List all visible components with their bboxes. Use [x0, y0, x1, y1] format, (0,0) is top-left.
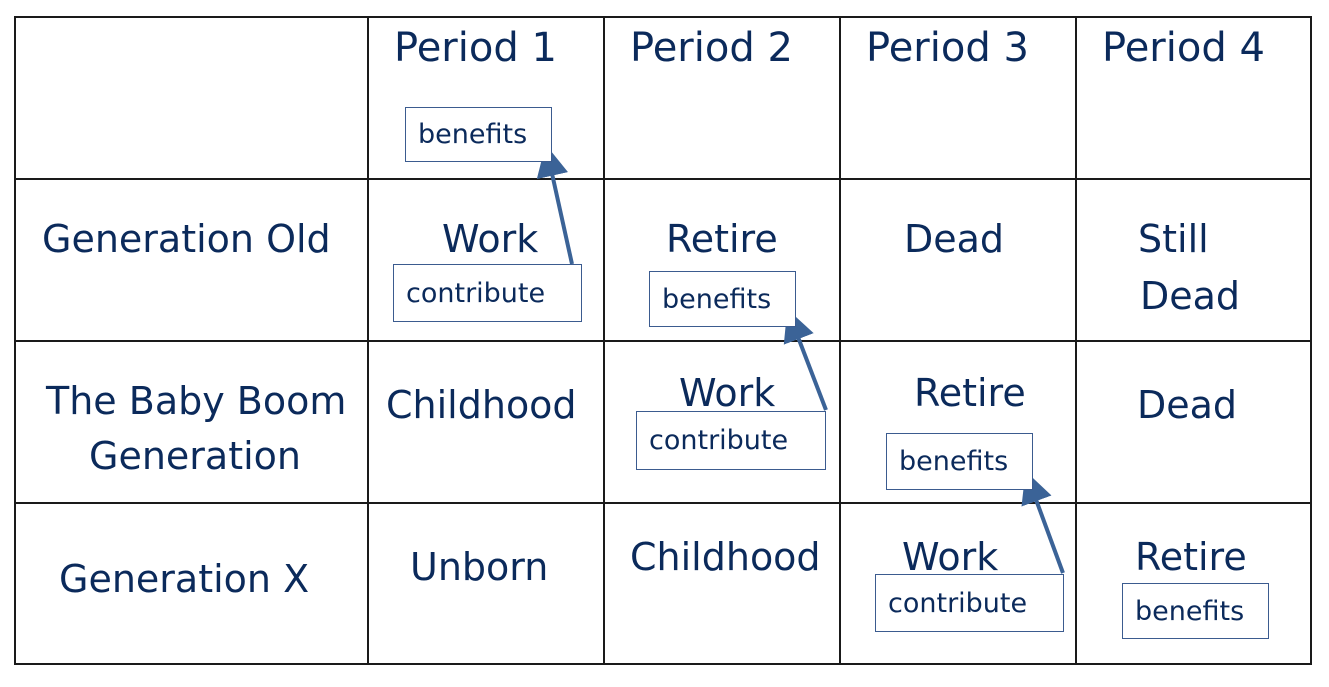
arrow-contribute-to-benefits-period-2: [783, 309, 828, 411]
cell-x-period-2: Childhood: [630, 535, 821, 579]
benefits-box-boom-period-3: benefits: [886, 433, 1033, 490]
cell-old-period-4-line2: Dead: [1140, 274, 1241, 318]
benefits-box-period-1: benefits: [405, 107, 552, 162]
grid-line: [603, 16, 605, 665]
contribute-box-boom-period-2: contribute: [636, 411, 826, 470]
header-period-4: Period 4: [1102, 25, 1265, 71]
arrow-contribute-to-benefits-period-3: [1021, 470, 1065, 574]
grid-line: [367, 16, 369, 665]
header-period-3: Period 3: [866, 25, 1029, 71]
grid-line: [14, 16, 1312, 18]
header-period-2: Period 2: [630, 25, 793, 71]
grid-line: [14, 340, 1312, 342]
grid-line: [14, 663, 1312, 665]
cell-boom-period-1: Childhood: [386, 383, 577, 427]
cell-old-period-4-line1: Still: [1138, 217, 1209, 261]
benefits-box-x-period-4: benefits: [1122, 583, 1269, 639]
grid-line: [839, 16, 841, 665]
cell-old-period-2: Retire: [666, 217, 778, 261]
contribute-box-x-period-3: contribute: [875, 574, 1064, 632]
grid-line: [14, 502, 1312, 504]
row-label-generation-x: Generation X: [59, 557, 310, 601]
cell-x-period-1: Unborn: [410, 545, 549, 589]
grid-line: [1075, 16, 1077, 665]
arrow-contribute-to-benefits-period-1: [536, 144, 574, 265]
row-label-generation-old: Generation Old: [42, 217, 331, 261]
benefits-box-old-period-2: benefits: [649, 271, 796, 327]
cell-boom-period-3: Retire: [914, 371, 1026, 415]
cell-x-period-4: Retire: [1135, 535, 1247, 579]
cell-boom-period-4: Dead: [1137, 383, 1238, 427]
grid-line: [1310, 16, 1312, 665]
grid-line: [14, 178, 1312, 180]
cell-x-period-3: Work: [902, 535, 999, 579]
cell-boom-period-2: Work: [679, 371, 776, 415]
cell-old-period-1: Work: [442, 217, 539, 261]
row-label-baby-boom-line1: The Baby Boom: [46, 379, 347, 423]
row-label-baby-boom-line2: Generation: [89, 434, 301, 478]
contribute-box-old-period-1: contribute: [393, 264, 582, 322]
header-period-1: Period 1: [394, 25, 557, 71]
grid-line: [14, 16, 16, 665]
cell-old-period-3: Dead: [904, 217, 1005, 261]
